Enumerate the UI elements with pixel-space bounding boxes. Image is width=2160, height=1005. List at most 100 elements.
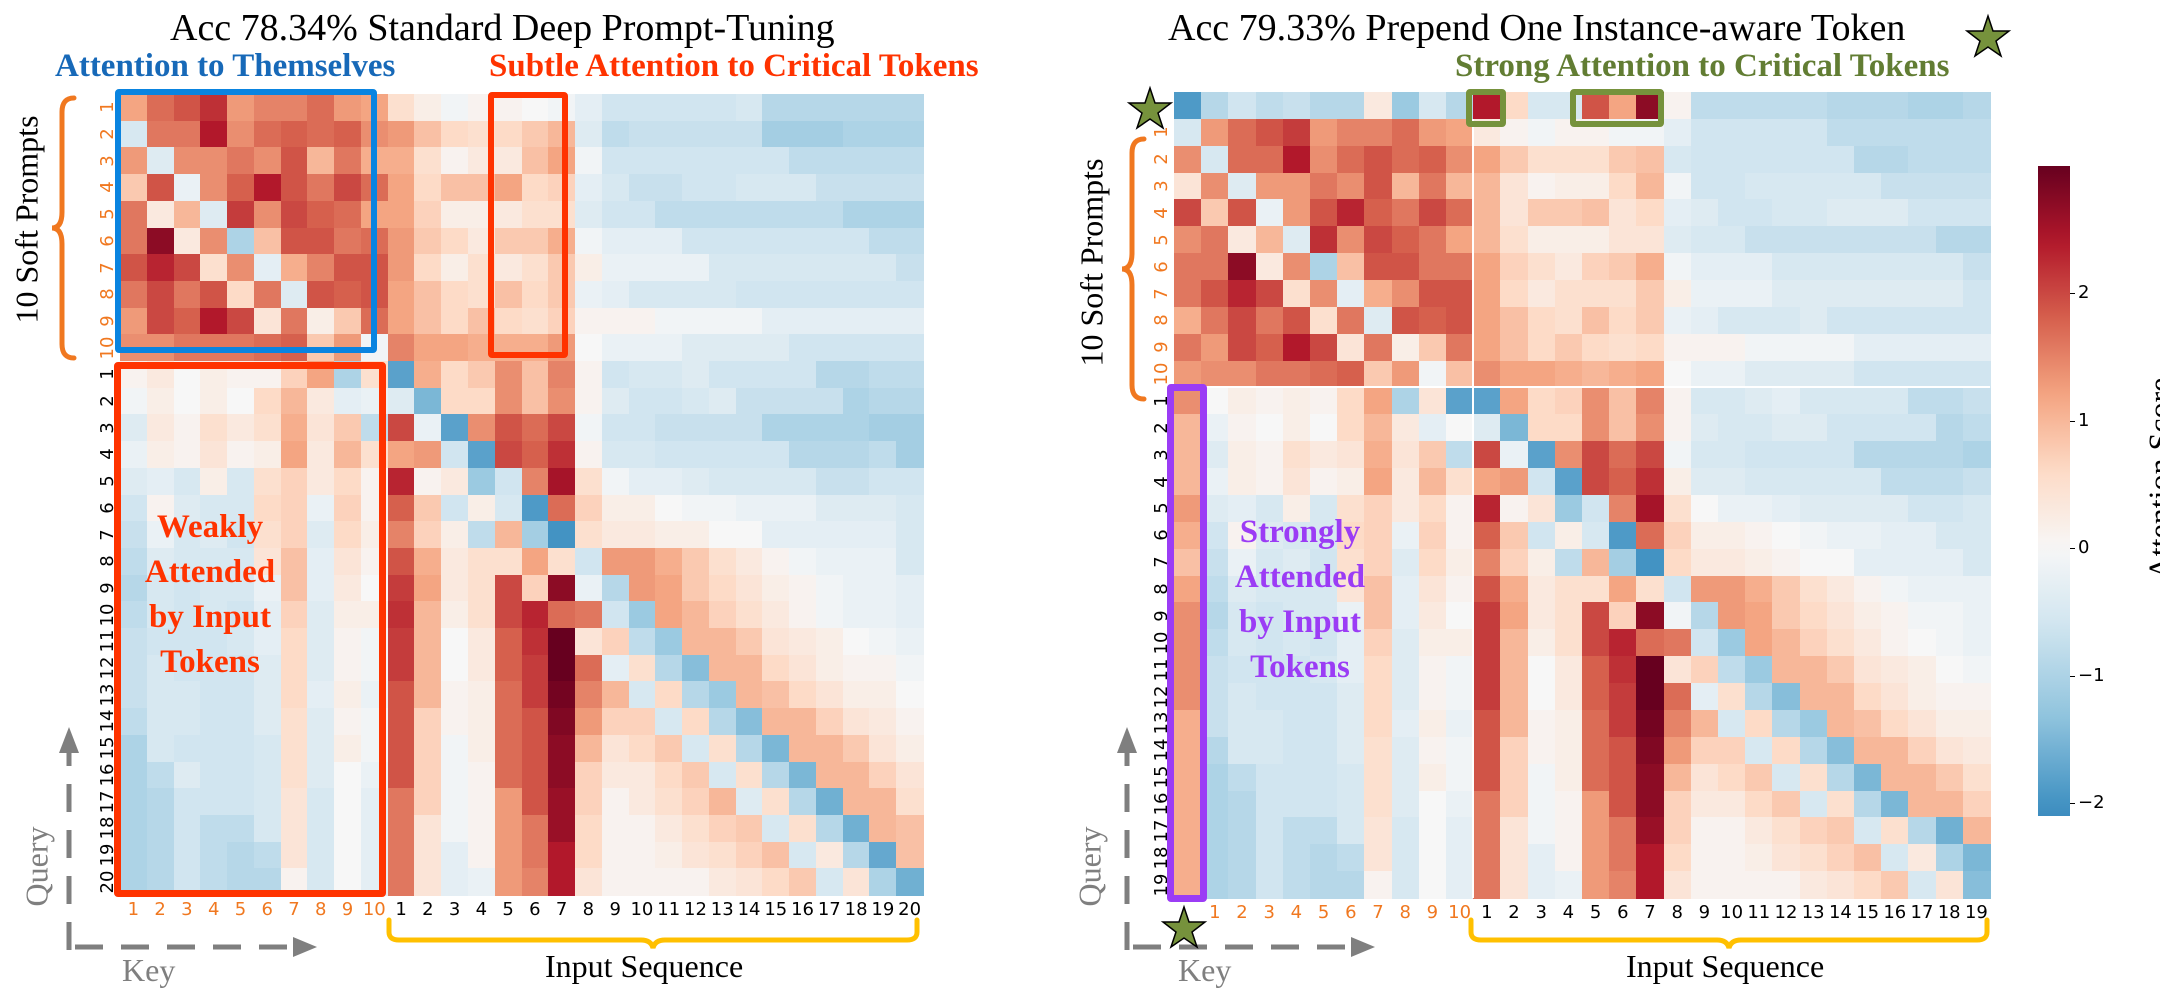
heatmap-cell bbox=[1881, 306, 1909, 335]
heatmap-cell bbox=[815, 414, 844, 442]
heatmap-cell bbox=[1500, 790, 1529, 818]
heatmap-cell bbox=[1636, 333, 1665, 362]
heatmap-cell bbox=[200, 200, 228, 229]
heatmap-cell bbox=[575, 814, 603, 843]
heatmap-cell bbox=[227, 414, 255, 442]
heatmap-cell bbox=[1962, 333, 1991, 362]
heatmap-cell bbox=[1799, 145, 1828, 174]
heatmap-cell bbox=[789, 441, 817, 469]
heatmap-cell bbox=[307, 494, 335, 522]
heatmap-cell bbox=[173, 227, 201, 255]
heatmap-cell bbox=[1690, 683, 1719, 711]
heatmap-cell bbox=[628, 441, 656, 469]
heatmap-cell bbox=[1718, 763, 1746, 792]
heatmap-cell bbox=[1799, 441, 1828, 469]
heatmap-cell bbox=[334, 628, 362, 656]
heatmap-cell bbox=[1935, 360, 1964, 389]
heatmap-cell bbox=[173, 414, 201, 442]
heatmap-cell bbox=[1527, 495, 1556, 523]
x-tick-label: 8 bbox=[315, 899, 327, 920]
heatmap-cell bbox=[1201, 199, 1229, 227]
heatmap-cell bbox=[762, 574, 790, 602]
heatmap-cell bbox=[1364, 306, 1393, 335]
heatmap-cell bbox=[441, 761, 469, 789]
heatmap-cell bbox=[1446, 199, 1474, 227]
heatmap-cell bbox=[1337, 387, 1365, 415]
heatmap-cell bbox=[1690, 441, 1719, 469]
heatmap-cell bbox=[1636, 199, 1665, 227]
heatmap-cell bbox=[1935, 495, 1964, 523]
heatmap-cell bbox=[467, 601, 496, 629]
heatmap-cell bbox=[1418, 575, 1447, 604]
heatmap-cell bbox=[815, 94, 844, 122]
heatmap-cell bbox=[1527, 414, 1556, 442]
heatmap-cell bbox=[1935, 226, 1964, 254]
heatmap-cell bbox=[708, 761, 737, 789]
heatmap-cell bbox=[842, 708, 871, 736]
heatmap-cell bbox=[842, 94, 871, 122]
heatmap-cell bbox=[601, 147, 630, 175]
heatmap-cell bbox=[708, 547, 737, 576]
heatmap-cell bbox=[655, 414, 683, 442]
heatmap-cell bbox=[708, 708, 737, 736]
heatmap-cell bbox=[601, 734, 630, 763]
heatmap-cell bbox=[896, 174, 924, 202]
heatmap-cell bbox=[441, 841, 469, 869]
heatmap-cell bbox=[1908, 441, 1937, 469]
heatmap-cell bbox=[120, 814, 148, 843]
heatmap-cell bbox=[387, 120, 416, 148]
heatmap-cell bbox=[1826, 790, 1855, 818]
heatmap-cell bbox=[441, 681, 469, 709]
heatmap-cell bbox=[1718, 468, 1746, 496]
heatmap-cell bbox=[1718, 360, 1746, 389]
heatmap-cell bbox=[1636, 548, 1665, 577]
heatmap-cell bbox=[1718, 629, 1746, 657]
heatmap-cell bbox=[253, 628, 282, 656]
heatmap-cell bbox=[869, 361, 897, 389]
heatmap-cell bbox=[1854, 387, 1882, 415]
heatmap-cell bbox=[1772, 468, 1801, 496]
heatmap-cell bbox=[548, 734, 576, 763]
heatmap-cell bbox=[1908, 683, 1937, 711]
heatmap-cell bbox=[227, 601, 255, 629]
heatmap-cell bbox=[1663, 575, 1692, 604]
heatmap-cell bbox=[1881, 360, 1909, 389]
heatmap-cell bbox=[735, 708, 763, 736]
heatmap-cell bbox=[253, 254, 282, 282]
heatmap-cell bbox=[1446, 145, 1474, 174]
heatmap-cell bbox=[1500, 629, 1529, 657]
heatmap-cell bbox=[1962, 817, 1991, 845]
heatmap-cell bbox=[789, 494, 817, 522]
heatmap-cell bbox=[1473, 763, 1501, 792]
heatmap-cell bbox=[1446, 172, 1474, 201]
x-tick-label: 10 bbox=[362, 899, 386, 920]
heatmap-cell bbox=[789, 628, 817, 656]
heatmap-cell bbox=[334, 200, 362, 229]
heatmap-cell bbox=[1772, 548, 1801, 577]
heatmap-cell bbox=[521, 708, 549, 736]
heatmap-cell bbox=[146, 574, 175, 602]
heatmap-cell bbox=[655, 654, 683, 682]
heatmap-cell bbox=[146, 414, 175, 442]
heatmap-cell bbox=[628, 94, 656, 122]
heatmap-cell bbox=[1310, 360, 1338, 389]
heatmap-cell bbox=[762, 254, 790, 282]
heatmap-cell bbox=[682, 174, 710, 202]
heatmap-cell bbox=[655, 681, 683, 709]
heatmap-cell bbox=[173, 441, 201, 469]
heatmap-cell bbox=[146, 708, 175, 736]
colorbar-tick-label: −2 bbox=[2078, 792, 2105, 814]
heatmap-cell bbox=[842, 494, 871, 522]
heatmap-cell bbox=[1201, 226, 1229, 254]
heatmap-cell bbox=[1609, 145, 1637, 174]
heatmap-cell bbox=[1636, 468, 1665, 496]
x-tick-label: 3 bbox=[448, 899, 461, 920]
heatmap-cell bbox=[896, 147, 924, 175]
heatmap-cell bbox=[1473, 199, 1501, 227]
heatmap-cell bbox=[1201, 92, 1229, 120]
heatmap-cell bbox=[1854, 172, 1882, 201]
heatmap-cell bbox=[1609, 253, 1637, 281]
heatmap-cell bbox=[441, 280, 469, 309]
heatmap-cell bbox=[1854, 844, 1882, 872]
heatmap-cell bbox=[1908, 656, 1937, 684]
